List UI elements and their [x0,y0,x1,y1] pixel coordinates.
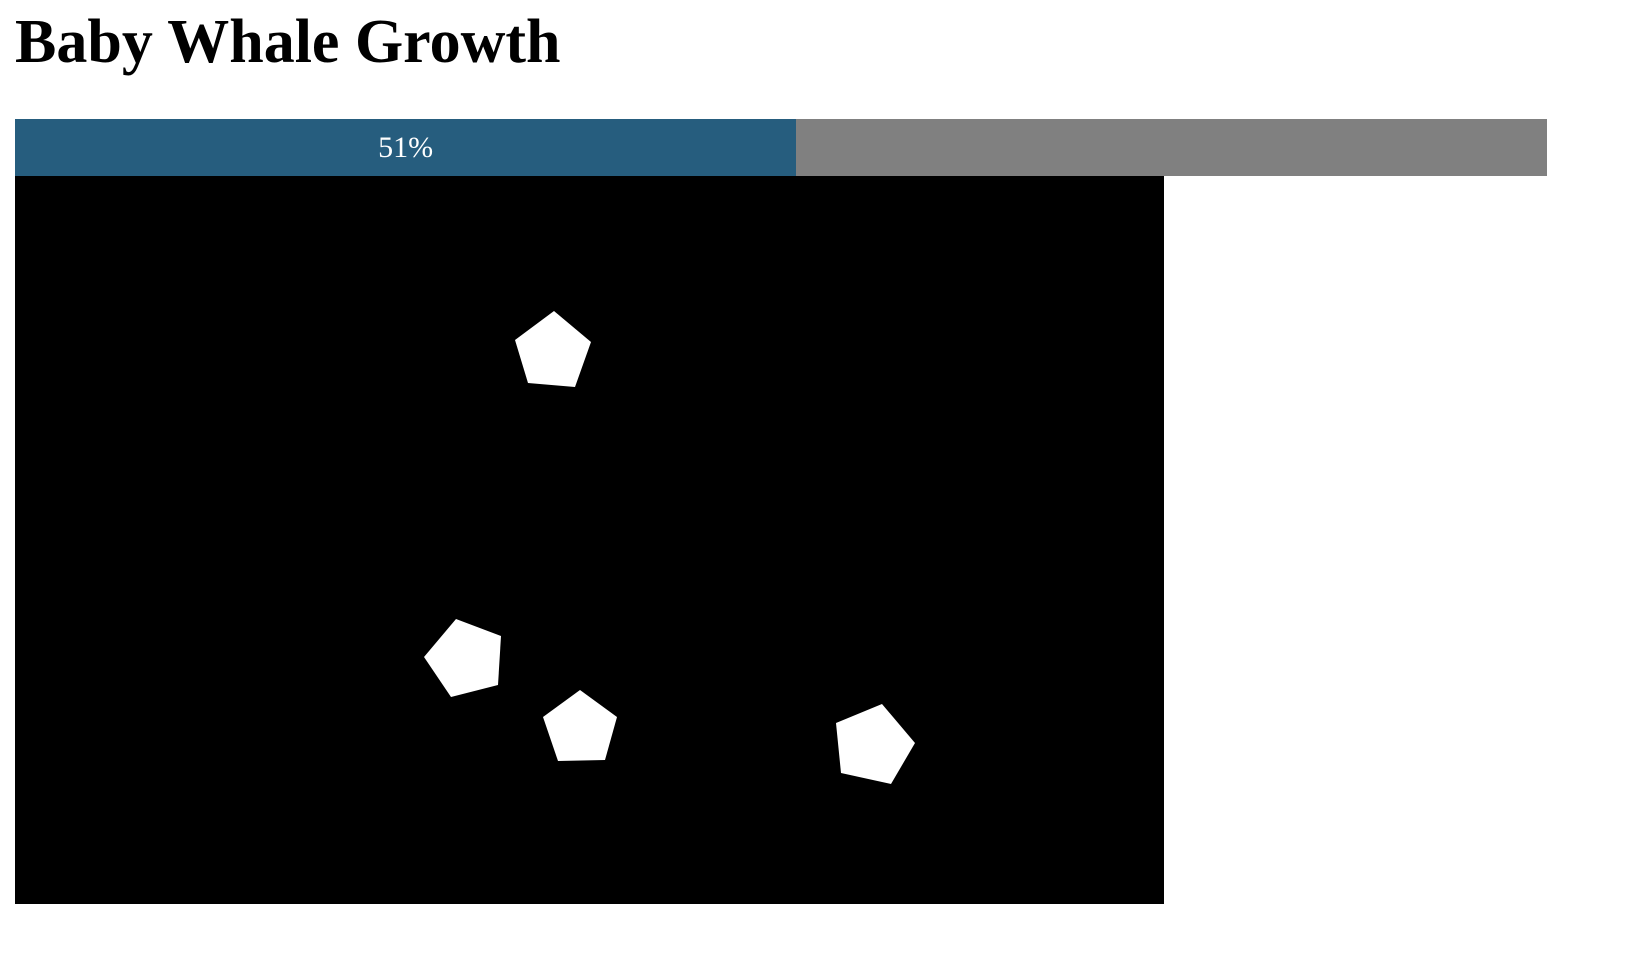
pentagon-shape[interactable] [424,619,501,697]
growth-progress-label: 51% [378,130,434,164]
page-title: Baby Whale Growth [15,8,561,76]
growth-progress-bar: 51% [15,119,1547,176]
pentagon-shape[interactable] [543,690,617,761]
game-scene [424,311,915,784]
growth-progress-fill [15,119,797,176]
game-canvas[interactable] [15,176,1164,904]
pentagon-shape[interactable] [836,704,915,784]
pentagon-shape[interactable] [515,311,591,387]
